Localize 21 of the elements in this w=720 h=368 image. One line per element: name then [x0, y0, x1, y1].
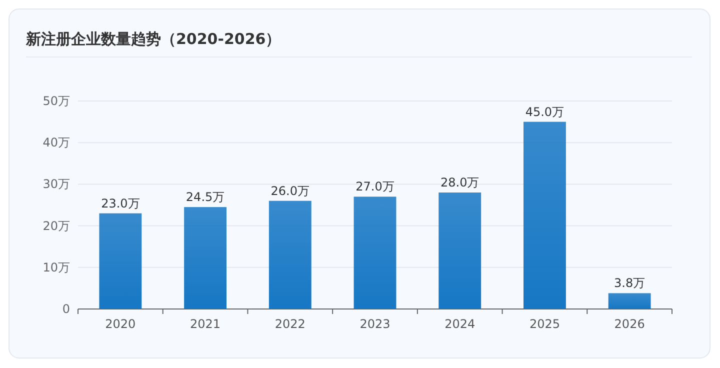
x-tick-label: 2023 — [360, 317, 390, 331]
title: 新注册企业数量趋势（2020-2026） — [26, 30, 281, 48]
data-label: 28.0万 — [440, 176, 480, 190]
y-tick-label: 20万 — [42, 218, 70, 233]
data-label: 24.5万 — [186, 190, 225, 204]
y-tick-label: 40万 — [42, 136, 70, 150]
x-tick-label: 2022 — [274, 317, 306, 331]
x-tick-label: 2020 — [105, 317, 136, 331]
x-tick-label: 2024 — [444, 317, 476, 331]
x-tick-label: 2025 — [529, 317, 560, 331]
x-tick-label: 2021 — [190, 317, 221, 331]
x-tick-label: 2026 — [614, 317, 645, 331]
y-tick-label: 30万 — [42, 177, 70, 192]
y-tick-label: 50万 — [42, 94, 70, 108]
y-tick-label: 0 — [62, 302, 70, 316]
data-label: 45.0万 — [525, 104, 564, 119]
data-label: 23.0万 — [101, 196, 140, 210]
data-label: 27.0万 — [356, 180, 394, 194]
y-tick-label: 10万 — [42, 260, 70, 274]
data-label: 26.0万 — [270, 184, 310, 198]
data-label: 3.8万 — [614, 276, 646, 290]
